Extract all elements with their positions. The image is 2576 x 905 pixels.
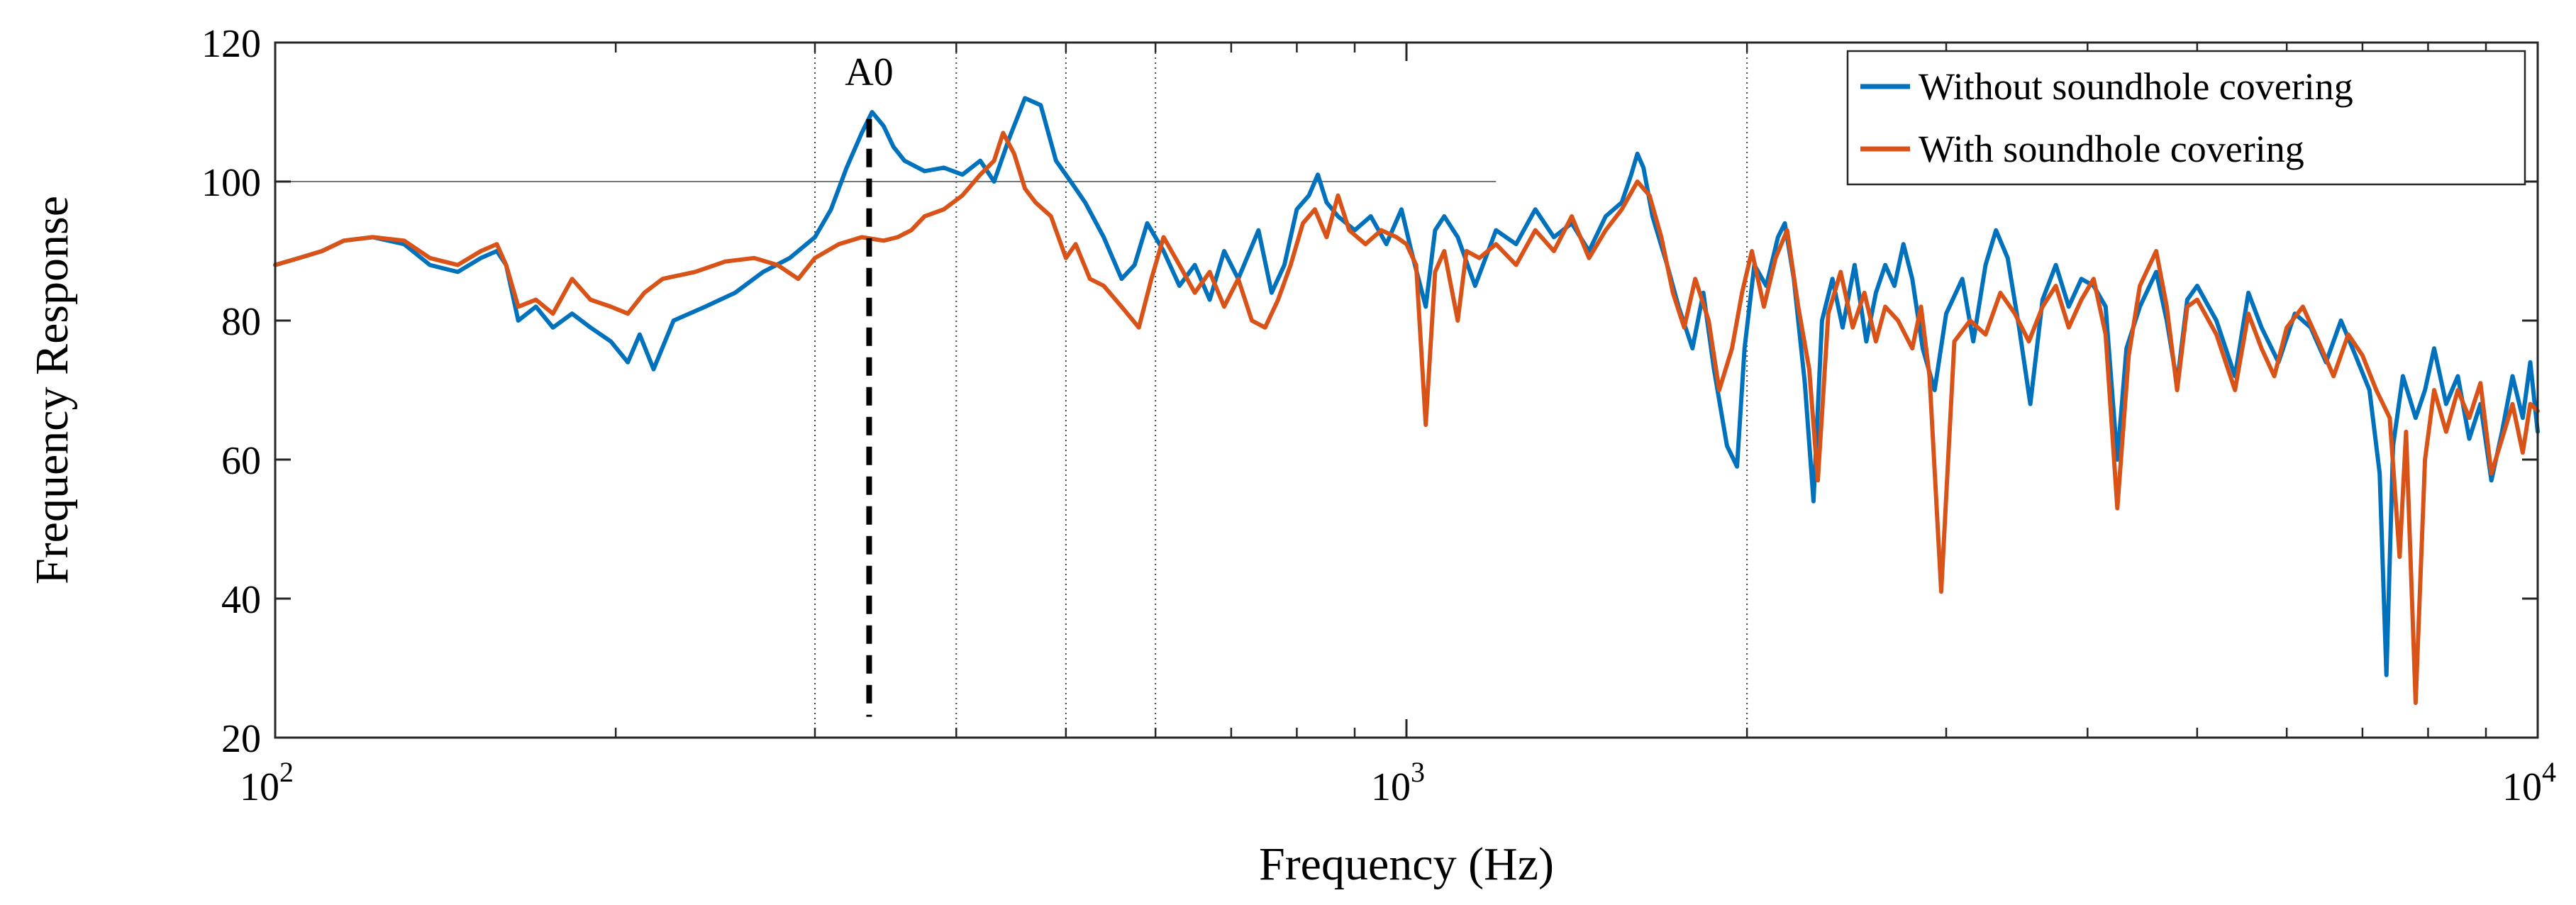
x-tick-exponent: 2 (279, 756, 294, 788)
y-tick-label-80: 80 (221, 300, 261, 344)
y-tick-label-120: 120 (201, 22, 261, 66)
legend-label-with-covering: With soundhole covering (1919, 128, 2304, 170)
y-tick-label-20: 20 (221, 717, 261, 761)
series-line-1 (273, 131, 2540, 705)
annotation-layer: A0 (845, 50, 894, 717)
y-tick-label-40: 40 (221, 578, 261, 622)
x-tick-base: 10 (2502, 765, 2542, 809)
x-tick-base: 10 (1371, 765, 1411, 809)
reference-lines (275, 43, 1748, 738)
a0-annotation-label: A0 (845, 50, 893, 94)
x-axis-title: Frequency (Hz) (1259, 838, 1554, 890)
y-axis-title: Frequency Response (26, 196, 78, 584)
x-tick-base: 10 (240, 765, 279, 809)
series-layer (273, 96, 2540, 705)
x-tick-exponent: 3 (1411, 756, 1425, 788)
series-line-0 (273, 96, 2540, 677)
legend-box (1846, 50, 2526, 186)
x-tick-label-100: 102 (240, 756, 294, 809)
x-tick-exponent: 4 (2542, 756, 2556, 788)
y-tick-label-60: 60 (221, 439, 261, 483)
legend-label-without-covering: Without soundhole covering (1919, 65, 2353, 108)
x-tick-label-1000: 103 (1371, 756, 1425, 809)
y-tick-label-100: 100 (201, 161, 261, 205)
legend: Without soundhole covering With soundhol… (1846, 50, 2526, 186)
x-tick-label-10000: 104 (2502, 756, 2556, 809)
